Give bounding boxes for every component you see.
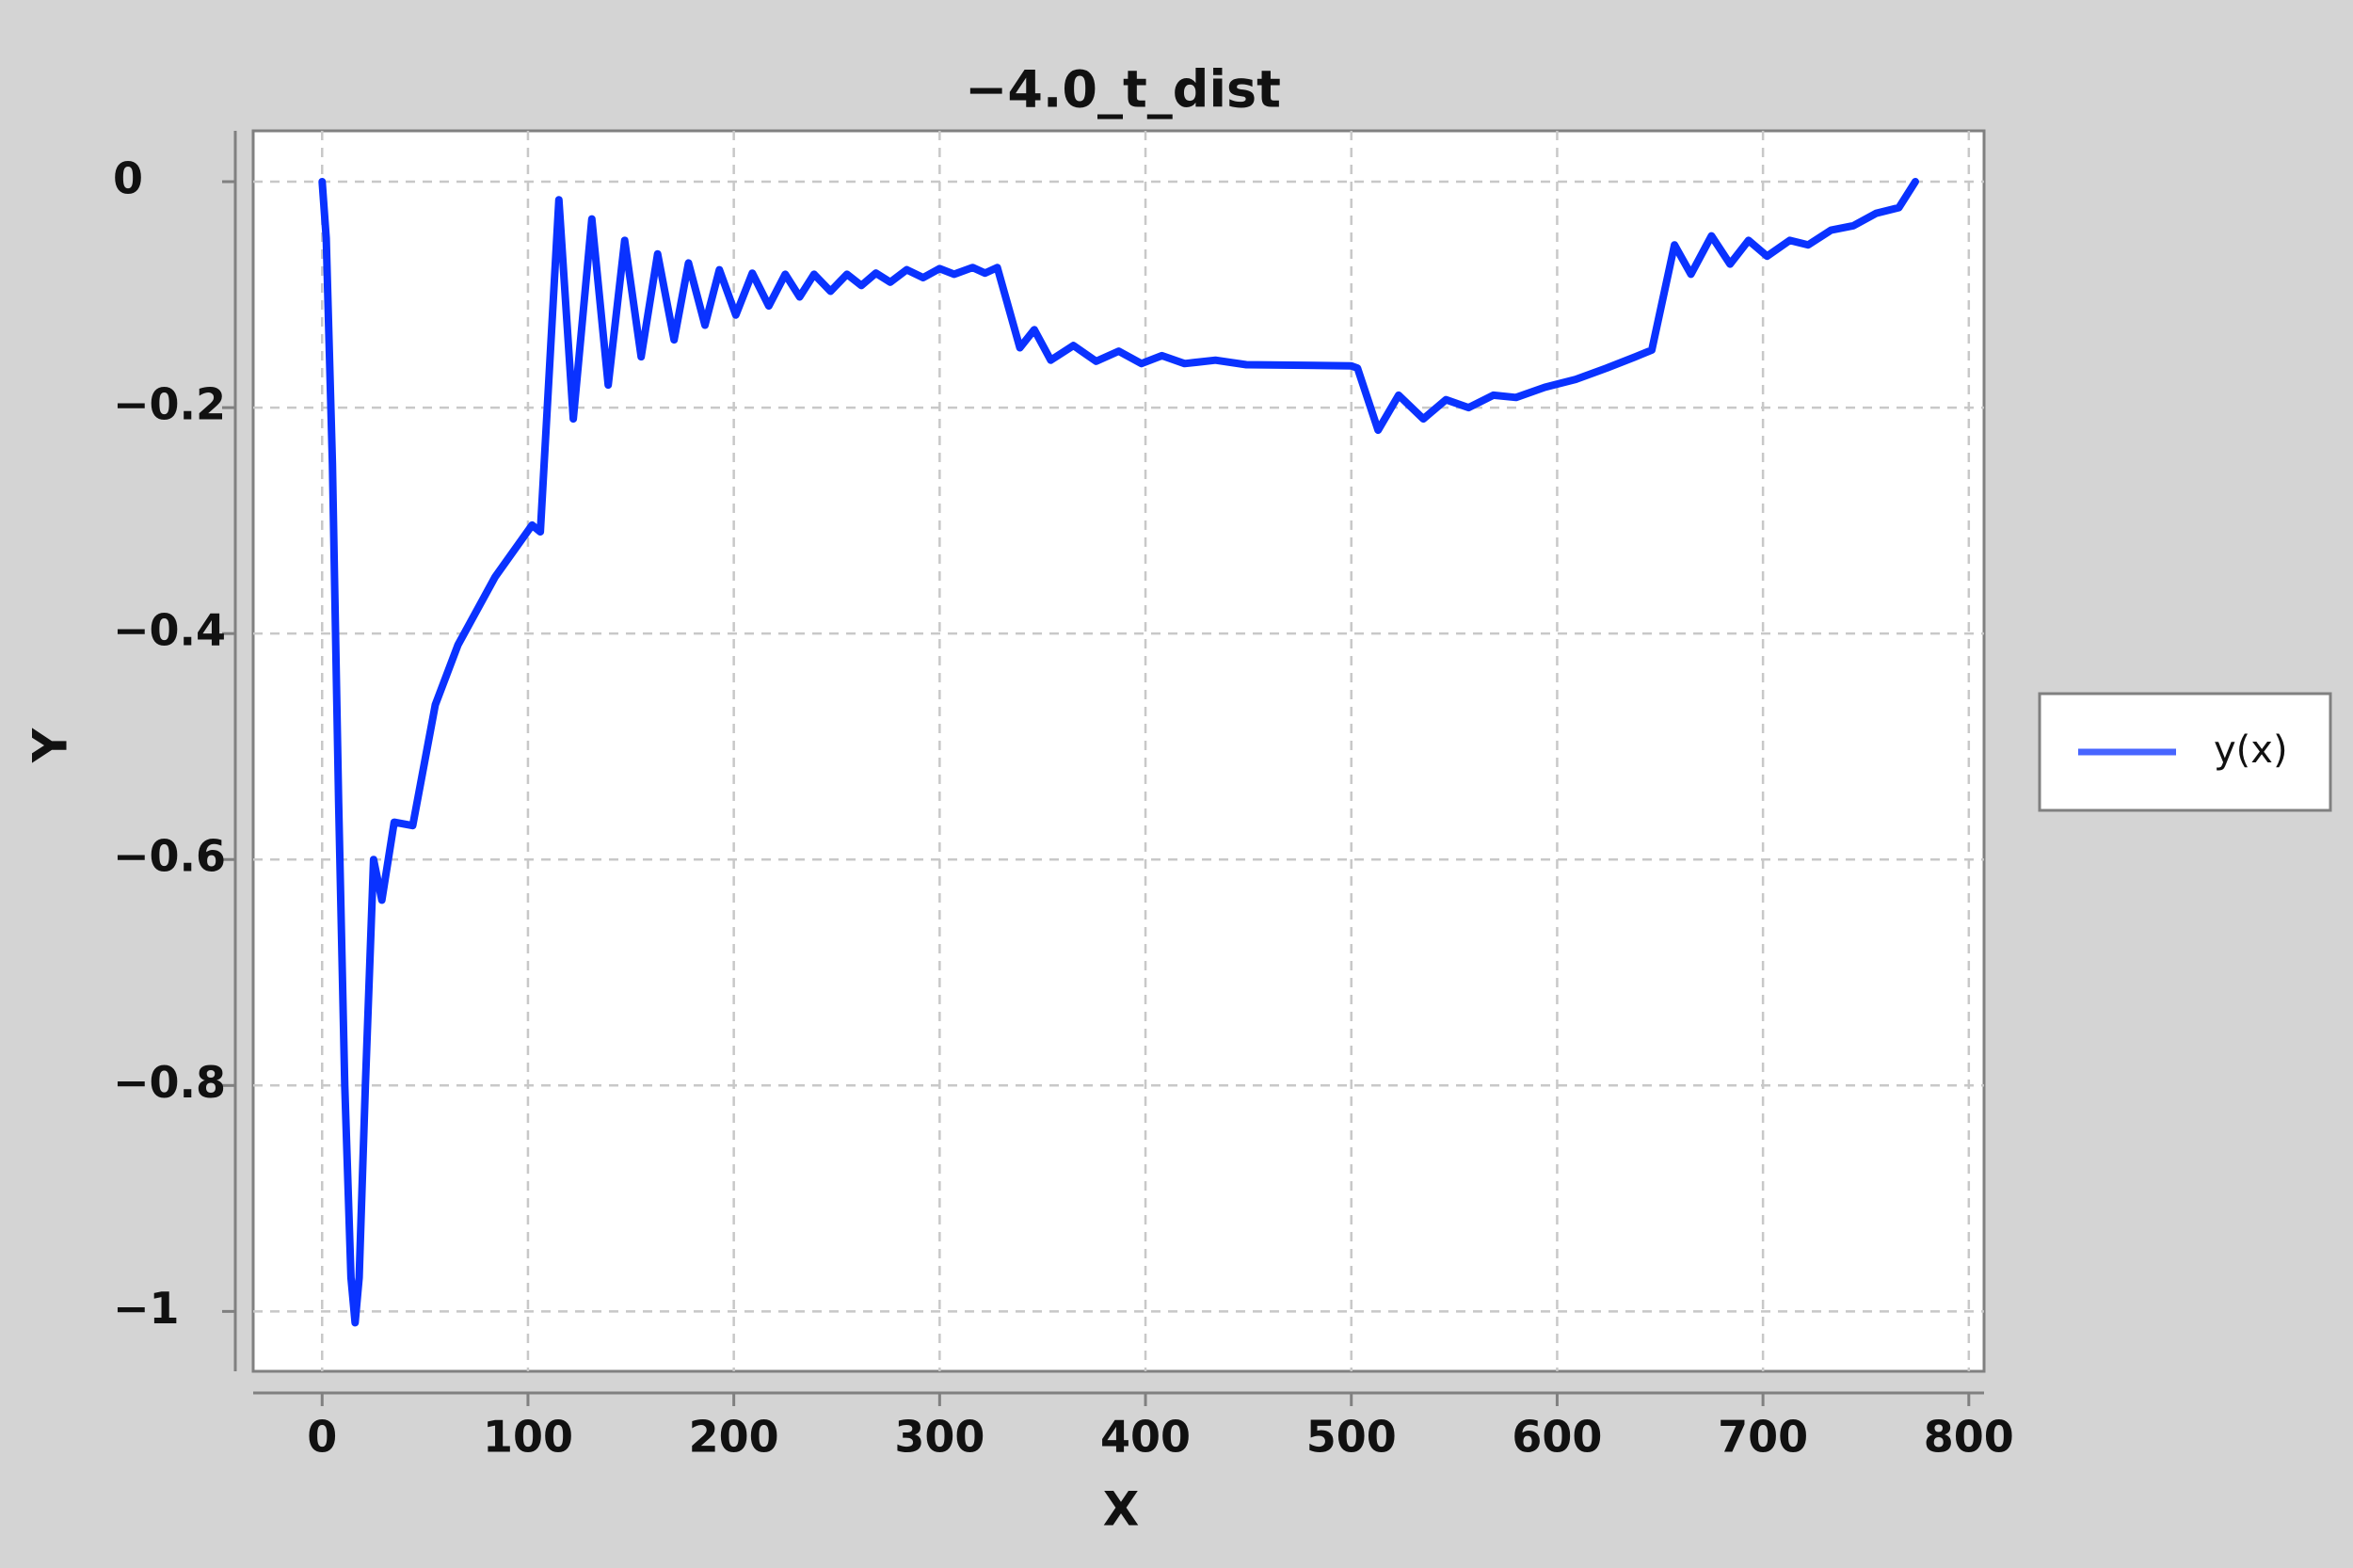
legend: y(x) bbox=[2038, 692, 2332, 812]
y-tick-label: −0.6 bbox=[113, 831, 226, 882]
x-tick-label: 700 bbox=[1718, 1412, 1808, 1463]
legend-label: y(x) bbox=[2214, 728, 2288, 772]
chart-title: −4.0_t_dist bbox=[965, 60, 1281, 120]
x-tick-label: 100 bbox=[483, 1412, 573, 1463]
y-tick-label: −0.2 bbox=[113, 379, 226, 430]
x-axis-title: X bbox=[1103, 1482, 1140, 1537]
data-line bbox=[318, 178, 1919, 1327]
x-tick-label: 300 bbox=[894, 1412, 984, 1463]
x-tick-label: 600 bbox=[1512, 1412, 1602, 1463]
y-tick-label: −0.8 bbox=[113, 1057, 226, 1108]
x-tick-label: 0 bbox=[307, 1412, 337, 1463]
plot-area bbox=[251, 129, 1986, 1373]
x-tick-label: 400 bbox=[1100, 1412, 1191, 1463]
y-tick-label: −0.4 bbox=[113, 605, 226, 656]
y-tick-label: −1 bbox=[113, 1283, 180, 1334]
y-axis-title: Y bbox=[24, 728, 78, 763]
x-tick-label: 800 bbox=[1924, 1412, 2014, 1463]
x-tick-label: 200 bbox=[689, 1412, 779, 1463]
x-tick-label: 500 bbox=[1306, 1412, 1397, 1463]
y-tick-label: 0 bbox=[113, 153, 143, 204]
